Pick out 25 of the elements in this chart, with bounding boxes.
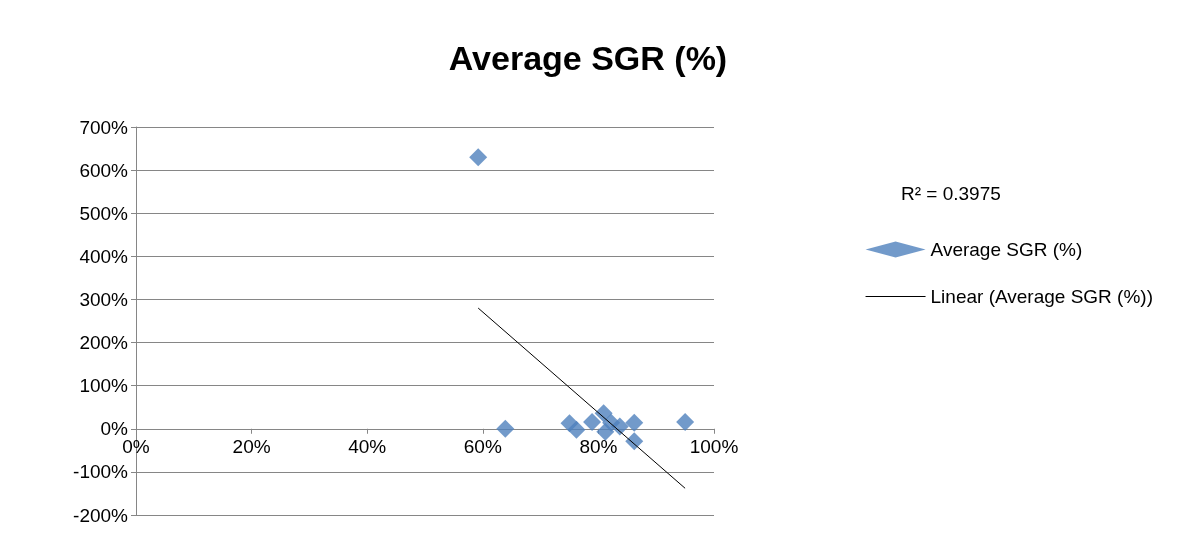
y-tick-label: 300% — [79, 288, 129, 310]
point — [567, 420, 586, 439]
x-tick-label: 100% — [689, 435, 739, 457]
x-tick-label: 80% — [579, 435, 618, 457]
legend-label: Linear (Average SGR (%)) — [930, 286, 1153, 307]
point — [625, 413, 644, 432]
point — [469, 148, 488, 167]
point — [596, 422, 615, 441]
y-tick-label: 200% — [79, 332, 129, 354]
chart-title: Average SGR (%) — [448, 39, 728, 77]
point — [676, 412, 695, 431]
y-tick-label: 500% — [79, 202, 129, 224]
y-tick-label: 700% — [79, 116, 129, 138]
y-tick-label: -100% — [73, 461, 129, 483]
x-tick-label: 60% — [463, 435, 502, 457]
text: R² = 0.3975 — [901, 183, 1001, 204]
legend-label: Average SGR (%) — [930, 239, 1083, 260]
x-tick-label: 20% — [232, 435, 271, 457]
y-tick-label: 100% — [79, 375, 129, 397]
y-tick-label: 600% — [79, 159, 129, 181]
point — [496, 419, 515, 438]
y-tick-label: -200% — [73, 504, 129, 526]
point — [583, 412, 602, 431]
y-tick-label: 400% — [79, 245, 129, 267]
x-tick-label: 40% — [348, 435, 387, 457]
